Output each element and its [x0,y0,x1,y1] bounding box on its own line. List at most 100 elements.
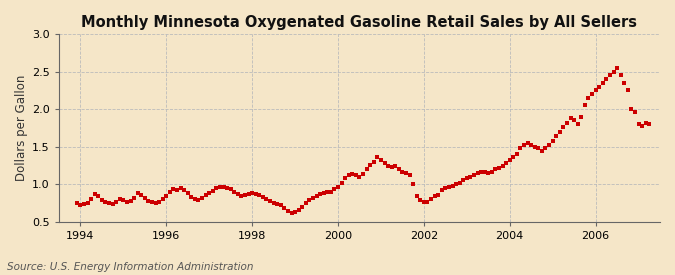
Point [265,199,275,204]
Point [283,208,294,213]
Point [218,185,229,189]
Point [501,161,512,166]
Point [336,180,347,185]
Point [146,200,157,205]
Point [240,193,250,197]
Point [132,191,143,196]
Point [483,171,493,175]
Point [576,114,587,119]
Point [78,202,89,206]
Point [433,192,443,197]
Point [579,103,590,108]
Point [554,130,565,134]
Point [286,211,297,215]
Point [340,176,350,180]
Point [275,203,286,208]
Point [247,191,258,196]
Point [622,88,633,93]
Point [493,166,504,170]
Point [200,192,211,197]
Point [122,200,132,204]
Point [86,197,97,201]
Point [290,210,300,214]
Point [72,200,82,205]
Point [547,139,558,143]
Point [558,125,569,130]
Point [594,84,605,89]
Point [350,173,361,177]
Point [236,194,247,198]
Point [526,142,537,147]
Point [319,191,329,195]
Point [375,158,386,162]
Point [297,205,308,209]
Point [601,77,612,81]
Point [383,164,394,168]
Point [361,167,372,171]
Point [497,164,508,169]
Point [543,143,554,147]
Point [154,200,165,204]
Point [186,195,196,199]
Point [150,201,161,205]
Point [440,186,451,190]
Y-axis label: Dollars per Gallon: Dollars per Gallon [15,75,28,181]
Point [458,178,468,182]
Point [243,192,254,196]
Point [390,164,401,169]
Point [211,186,222,190]
Point [597,81,608,85]
Point [325,189,336,194]
Point [254,192,265,197]
Point [404,172,415,177]
Point [344,173,354,177]
Point [179,188,190,192]
Point [429,194,440,198]
Point [229,189,240,194]
Point [157,197,168,201]
Point [468,172,479,177]
Point [140,196,151,200]
Point [472,170,483,175]
Point [221,186,232,190]
Point [605,73,616,78]
Point [215,184,225,189]
Point [476,169,487,174]
Point [315,192,325,196]
Point [529,145,540,149]
Point [161,194,171,198]
Point [250,192,261,196]
Point [436,188,447,192]
Point [300,201,311,205]
Point [504,158,515,163]
Point [587,92,597,96]
Point [426,197,437,201]
Point [590,88,601,93]
Point [408,182,418,186]
Point [372,155,383,160]
Point [257,195,268,199]
Point [111,199,122,204]
Point [394,167,404,171]
Point [89,192,100,196]
Point [176,186,186,190]
Point [447,184,458,188]
Point [522,141,533,145]
Point [565,116,576,120]
Point [358,172,369,176]
Point [487,169,497,174]
Point [626,107,637,111]
Point [637,123,647,128]
Point [615,73,626,78]
Point [644,122,655,127]
Point [512,151,522,156]
Point [104,201,115,205]
Point [329,187,340,191]
Point [165,190,176,194]
Point [508,155,518,160]
Point [93,194,104,198]
Point [143,199,154,203]
Point [107,201,118,206]
Point [411,193,422,198]
Point [347,172,358,176]
